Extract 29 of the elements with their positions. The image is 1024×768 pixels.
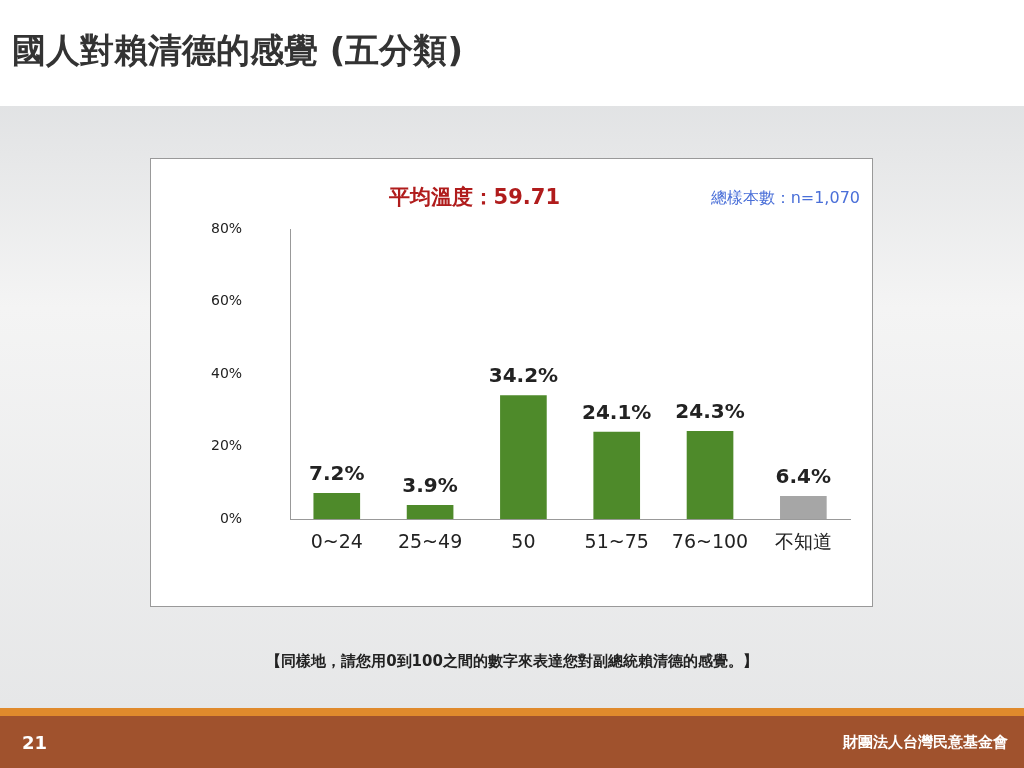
bar — [500, 395, 547, 520]
chart-title: 國人對賴清德的感覺 (五分類) — [12, 29, 463, 72]
bar — [593, 431, 641, 520]
bar — [686, 431, 734, 520]
text: 平均溫度：59.71 — [387, 184, 560, 211]
data-label: 6.4% — [775, 464, 832, 489]
y-tick-label: 60% — [210, 292, 243, 309]
bar — [406, 505, 454, 520]
y-tick-label: 0% — [219, 509, 243, 526]
text: 21 — [22, 732, 49, 753]
text: 【同樣地，請您用0到100之間的數字來表達您對副總統賴清德的感覺。】 — [265, 652, 759, 671]
data-label: 34.2% — [488, 363, 559, 388]
x-tick-label: 不知道 — [774, 529, 832, 552]
x-tick-label: 50 — [511, 529, 536, 552]
text: 總樣本數：n=1,070 — [709, 188, 860, 209]
data-label: 3.9% — [402, 473, 458, 498]
text: 財團法人台灣民意基金會 — [841, 733, 1008, 752]
y-tick-label: 40% — [210, 364, 243, 381]
x-tick-label: 76~100 — [671, 529, 749, 552]
bar — [780, 495, 827, 520]
x-tick-label: 51~75 — [584, 529, 649, 552]
data-label: 24.1% — [582, 399, 652, 424]
data-label: 24.3% — [675, 399, 745, 424]
y-tick-label: 20% — [210, 437, 243, 454]
x-tick-label: 25~49 — [397, 529, 463, 552]
data-label: 7.2% — [309, 461, 365, 486]
y-tick-label: 80% — [210, 219, 243, 236]
bar — [313, 493, 361, 520]
x-tick-label: 0~24 — [310, 529, 363, 552]
